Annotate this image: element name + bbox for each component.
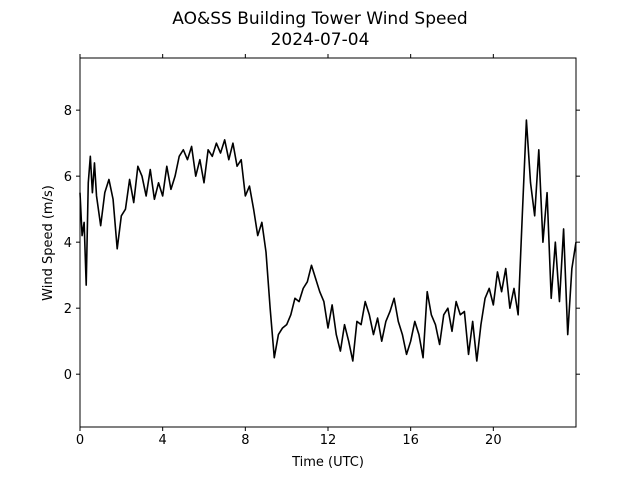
x-tick-label: 20 (485, 433, 502, 448)
y-tick-label: 4 (64, 236, 72, 251)
x-tick-label: 0 (76, 433, 84, 448)
x-tick-label: 8 (241, 433, 249, 448)
x-tick-label: 16 (402, 433, 419, 448)
chart-subtitle: 2024-07-04 (271, 30, 370, 50)
data-line (79, 119, 577, 362)
x-axis-label: Time (UTC) (291, 455, 364, 470)
y-tick-label: 2 (64, 302, 72, 317)
plot-frame (79, 57, 577, 428)
x-tick-label: 4 (159, 433, 167, 448)
y-tick-label: 8 (64, 104, 72, 119)
y-tick-label: 6 (64, 170, 72, 185)
x-tick-label: 12 (320, 433, 337, 448)
chart-title: AO&SS Building Tower Wind Speed (172, 9, 467, 29)
y-tick-label: 0 (64, 368, 72, 383)
y-axis-label: Wind Speed (m/s) (41, 185, 56, 301)
